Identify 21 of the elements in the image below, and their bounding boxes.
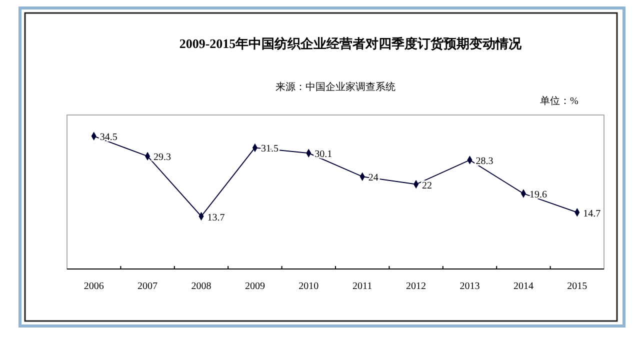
data-label: 34.5 xyxy=(100,132,118,144)
x-tick-label: 2010 xyxy=(298,281,319,292)
data-label: 22 xyxy=(422,180,432,192)
data-label: 28.3 xyxy=(476,156,494,168)
data-label: 13.7 xyxy=(207,212,225,224)
x-tick-label: 2009 xyxy=(244,281,265,292)
x-tick-label: 2013 xyxy=(460,281,480,292)
data-label: 29.3 xyxy=(154,152,172,164)
text: 单位：% xyxy=(540,95,578,107)
x-tick-label: 2014 xyxy=(513,281,534,292)
chart-title: 2009-2015年中国纺织企业经营者对四季度订货预期变动情况 xyxy=(179,36,523,51)
chart-subtitle: 来源：中国企业家调查系统 xyxy=(276,81,396,93)
data-label: 14.7 xyxy=(583,208,601,220)
x-tick-label: 2006 xyxy=(84,281,104,292)
x-tick-label: 2015 xyxy=(567,281,588,292)
x-tick-label: 2008 xyxy=(191,281,212,292)
data-label: 19.6 xyxy=(529,190,547,201)
x-tick-label: 2012 xyxy=(406,281,426,292)
x-tick-label: 2007 xyxy=(138,281,158,292)
x-tick-label: 2011 xyxy=(352,281,372,292)
data-label: 30.1 xyxy=(314,149,332,160)
